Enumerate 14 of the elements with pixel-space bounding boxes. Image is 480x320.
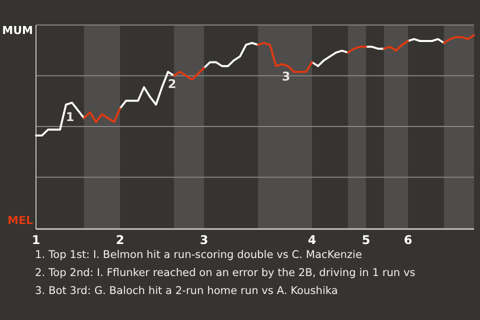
x-tick-label: 6 (404, 233, 412, 247)
annotation: 3 (282, 69, 290, 84)
text: MUM (2, 24, 33, 37)
text: MEL (8, 214, 33, 227)
x-tick-label: 1 (32, 233, 40, 247)
x-tick-label: 5 (362, 233, 370, 247)
x-tick-label: 3 (200, 233, 208, 247)
x-tick-label: 4 (308, 233, 316, 247)
text: 3. Bot 3rd: G. Baloch hit a 2-run home run vs A. Koushika (35, 285, 338, 297)
x-tick-label: 2 (116, 233, 124, 247)
text: 2. Top 2nd: I. Fflunker reached on an error by the 2B, driving in 1 run vs (35, 267, 416, 279)
annotation: 2 (168, 77, 176, 92)
text: 1. Top 1st: I. Belmon hit a run-scoring double vs C. MacKenzie (35, 249, 362, 261)
annotation: 1 (66, 110, 74, 124)
